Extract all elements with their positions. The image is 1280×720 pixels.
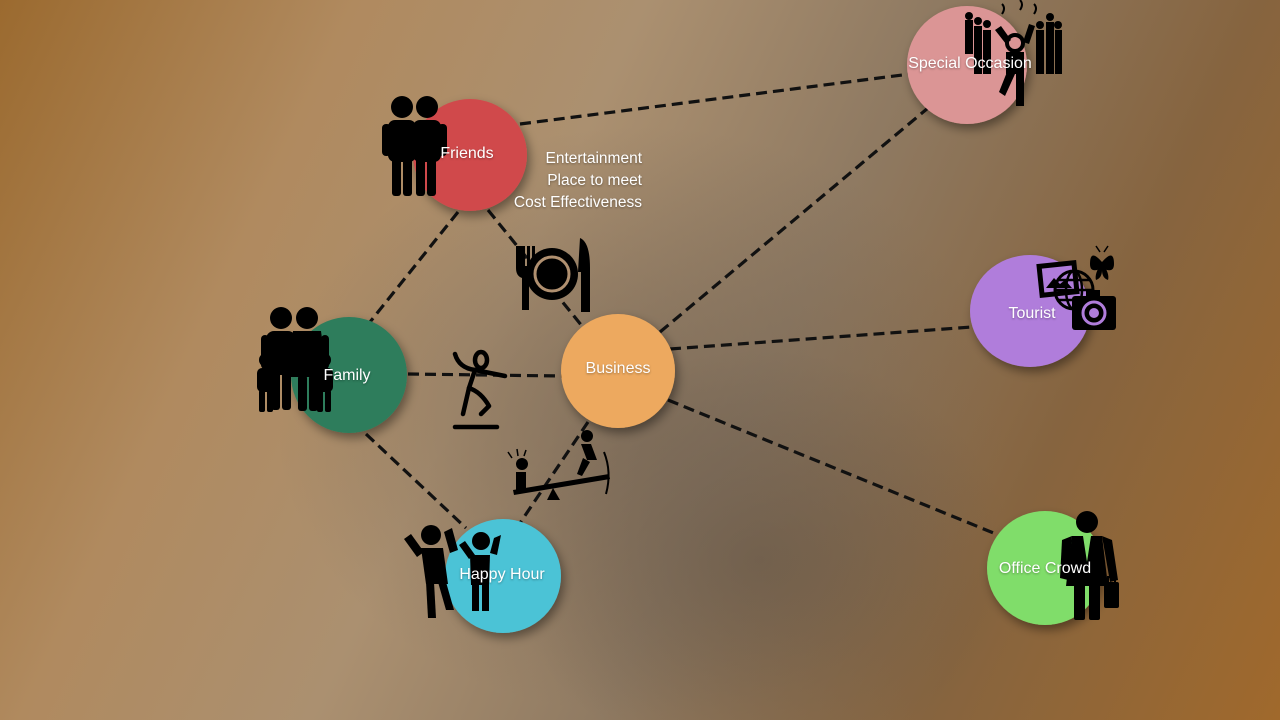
special-occasion-circle[interactable]	[907, 6, 1027, 124]
happy-hour-label: Happy Hour	[459, 566, 545, 583]
connector-friends-special-occasion	[519, 72, 911, 126]
connector-business-special-occasion	[658, 106, 930, 334]
friends-label: Friends	[440, 145, 494, 162]
cheering-people-icon	[404, 525, 501, 618]
family-icon	[257, 307, 333, 412]
connector-business-office-crowd	[667, 398, 997, 536]
special-occasion-label: Special Occasion	[908, 55, 1032, 72]
connector-business-happy-hour	[516, 421, 590, 527]
travel-camera-globe-icon	[1036, 245, 1116, 330]
benefit-item: Cost Effectiveness	[513, 194, 642, 211]
plate-fork-knife-icon	[516, 238, 590, 312]
office-crowd-label: Office Crowd	[998, 560, 1092, 577]
connector-family-happy-hour	[364, 432, 468, 530]
party-crowd-icon	[965, 0, 1062, 106]
business-label: Business	[585, 360, 651, 377]
two-people-icon	[382, 96, 447, 196]
connectors	[364, 72, 997, 536]
family-label: Family	[323, 367, 371, 384]
connector-business-tourist	[669, 325, 973, 351]
businessman-icon	[1060, 511, 1119, 620]
connector-friends-family	[368, 211, 460, 323]
benefit-item: Place to meet	[547, 172, 642, 189]
seesaw-playground-icon	[507, 430, 610, 500]
business-circle[interactable]	[561, 314, 675, 428]
benefit-item: Entertainment	[545, 150, 643, 167]
dancing-person-icon	[452, 349, 508, 430]
connector-family-business	[407, 372, 563, 378]
benefit-list: Entertainment Place to meet Cost Effecti…	[480, 148, 642, 214]
tourist-label: Tourist	[1008, 305, 1056, 322]
